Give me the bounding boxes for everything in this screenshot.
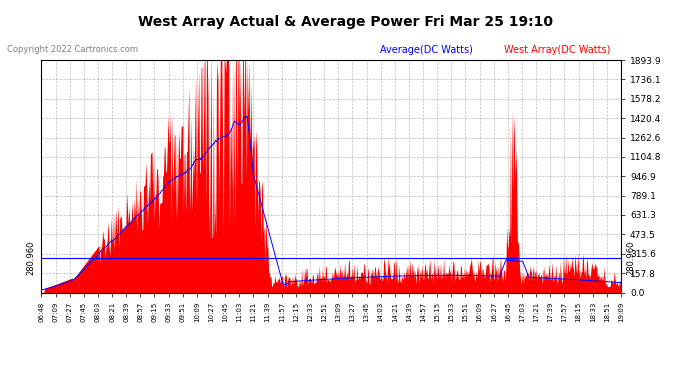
Text: 280.960: 280.960 <box>627 241 635 275</box>
Text: West Array Actual & Average Power Fri Mar 25 19:10: West Array Actual & Average Power Fri Ma… <box>137 15 553 29</box>
Text: West Array(DC Watts): West Array(DC Watts) <box>504 45 610 55</box>
Text: Average(DC Watts): Average(DC Watts) <box>380 45 473 55</box>
Text: Copyright 2022 Cartronics.com: Copyright 2022 Cartronics.com <box>7 45 138 54</box>
Text: 280.960: 280.960 <box>27 241 36 275</box>
